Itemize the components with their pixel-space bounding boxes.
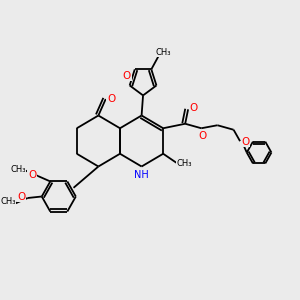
Text: NH: NH	[134, 170, 149, 181]
Text: O: O	[107, 94, 115, 104]
Text: O: O	[241, 137, 249, 147]
Text: CH₃: CH₃	[156, 48, 171, 57]
Text: O: O	[190, 103, 198, 113]
Text: O: O	[18, 192, 26, 202]
Text: O: O	[123, 71, 131, 81]
Text: CH₃: CH₃	[11, 165, 26, 174]
Text: CH₃: CH₃	[177, 159, 192, 168]
Text: O: O	[28, 170, 36, 180]
Text: CH₃: CH₃	[0, 197, 16, 206]
Text: O: O	[198, 131, 206, 141]
